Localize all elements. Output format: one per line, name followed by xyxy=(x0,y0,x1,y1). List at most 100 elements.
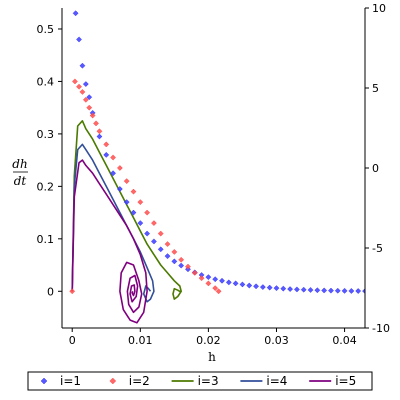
data-point-i=2 xyxy=(96,128,103,135)
data-point-i=1 xyxy=(348,288,355,294)
x-tick-label: 0.02 xyxy=(196,334,221,347)
data-point-i=1 xyxy=(341,287,348,294)
data-point-i=2 xyxy=(178,256,185,263)
legend-marker-icon xyxy=(40,377,48,385)
data-point-i=2 xyxy=(76,83,82,90)
data-point-i=1 xyxy=(123,199,130,206)
data-point-i=2 xyxy=(150,220,157,227)
data-point-i=2 xyxy=(191,269,198,276)
x-tick-label: 0.01 xyxy=(128,334,153,347)
y-right-tick-label: -5 xyxy=(372,242,383,255)
data-point-i=1 xyxy=(110,170,117,177)
legend-item: i=3 xyxy=(171,374,219,388)
legend-item: i=5 xyxy=(309,374,356,388)
data-point-i=1 xyxy=(266,284,273,291)
data-point-i=2 xyxy=(164,241,171,248)
legend-box xyxy=(27,371,373,391)
data-point-i=1 xyxy=(362,288,365,295)
data-point-i=2 xyxy=(157,230,164,237)
data-point-i=1 xyxy=(355,288,362,294)
data-point-i=1 xyxy=(232,280,239,287)
y-right-tick-label: -10 xyxy=(372,322,390,335)
data-point-i=1 xyxy=(72,10,79,17)
data-point-i=2 xyxy=(130,188,137,195)
x-axis-label: h xyxy=(208,350,216,364)
data-point-i=1 xyxy=(314,287,321,294)
data-point-i=1 xyxy=(293,286,300,293)
y-left-tick-label: 0 xyxy=(47,285,54,298)
plot-area xyxy=(69,10,365,324)
data-point-i=2 xyxy=(185,263,191,270)
data-point-i=2 xyxy=(89,112,96,119)
legend-item: i=1 xyxy=(40,374,81,388)
data-point-i=2 xyxy=(123,178,130,185)
y-left-tick-label: 0.2 xyxy=(37,180,55,193)
data-point-i=1 xyxy=(79,62,86,69)
data-point-i=2 xyxy=(212,285,219,292)
data-point-i=2 xyxy=(144,209,151,216)
data-point-i=2 xyxy=(103,141,110,148)
legend-item: i=4 xyxy=(240,374,287,388)
data-point-i=2 xyxy=(198,275,205,282)
data-point-i=1 xyxy=(239,281,246,288)
data-point-i=1 xyxy=(219,277,225,284)
data-point-i=2 xyxy=(116,165,123,171)
data-point-i=1 xyxy=(130,209,137,216)
data-point-i=1 xyxy=(171,258,178,265)
x-tick-label: 0.04 xyxy=(332,334,357,347)
axes: 0 0.01 0.02 0.03 0.04 0 0.1 0.2 0.3 0.4 0.5 10 5 0 -5 -… xyxy=(37,2,390,347)
data-point-i=1 xyxy=(164,253,171,260)
legend-label: i=2 xyxy=(129,374,150,388)
data-point-i=1 xyxy=(157,246,164,253)
data-point-i=1 xyxy=(82,81,89,88)
data-point-i=1 xyxy=(307,287,314,293)
data-point-i=1 xyxy=(212,276,219,283)
legend-label: i=4 xyxy=(266,374,287,388)
data-point-i=1 xyxy=(86,94,93,101)
data-point-i=1 xyxy=(137,220,144,227)
data-point-i=2 xyxy=(79,88,86,95)
data-point-i=1 xyxy=(150,238,157,245)
data-point-i=2 xyxy=(137,199,144,206)
legend-marker-icon xyxy=(109,377,117,385)
data-point-i=1 xyxy=(116,186,123,192)
x-tick-label: 0 xyxy=(69,334,76,347)
legend-label: i=1 xyxy=(60,374,81,388)
data-point-i=1 xyxy=(144,230,151,237)
data-point-i=2 xyxy=(110,154,117,161)
data-point-i=2 xyxy=(82,96,89,103)
data-point-i=1 xyxy=(280,285,287,292)
data-point-i=2 xyxy=(69,288,76,295)
data-point-i=1 xyxy=(178,262,185,269)
data-point-i=2 xyxy=(171,248,178,255)
data-point-i=1 xyxy=(225,279,232,286)
data-point-i=1 xyxy=(334,287,341,294)
data-point-i=1 xyxy=(253,283,260,290)
data-point-i=1 xyxy=(321,287,328,294)
y-left-tick-label: 0.3 xyxy=(37,128,55,141)
legend-item: i=2 xyxy=(109,374,150,388)
legend-label: i=3 xyxy=(198,374,219,388)
y-left-tick-label: 0.1 xyxy=(37,233,55,246)
y-axis-label-denominator: dt xyxy=(14,174,27,188)
series-line-i=3 xyxy=(71,120,182,300)
y-right-tick-label: 10 xyxy=(372,2,386,15)
data-point-i=1 xyxy=(96,133,103,140)
data-point-i=2 xyxy=(215,288,222,295)
legend-label: i=5 xyxy=(335,374,356,388)
legend: i=1 i=2 i=3 i=4 i=5 xyxy=(27,371,373,391)
data-point-i=2 xyxy=(93,120,99,127)
data-point-i=1 xyxy=(273,285,280,292)
data-point-i=1 xyxy=(287,286,294,293)
data-point-i=2 xyxy=(71,78,78,85)
data-point-i=1 xyxy=(205,274,212,281)
data-point-i=2 xyxy=(205,280,212,287)
y-right-tick-label: 5 xyxy=(372,82,379,95)
data-point-i=1 xyxy=(259,284,266,291)
y-left-tick-label: 0.5 xyxy=(37,23,55,36)
y-left-tick-label: 0.4 xyxy=(37,75,55,88)
data-point-i=1 xyxy=(246,282,253,289)
data-point-i=2 xyxy=(86,104,93,111)
